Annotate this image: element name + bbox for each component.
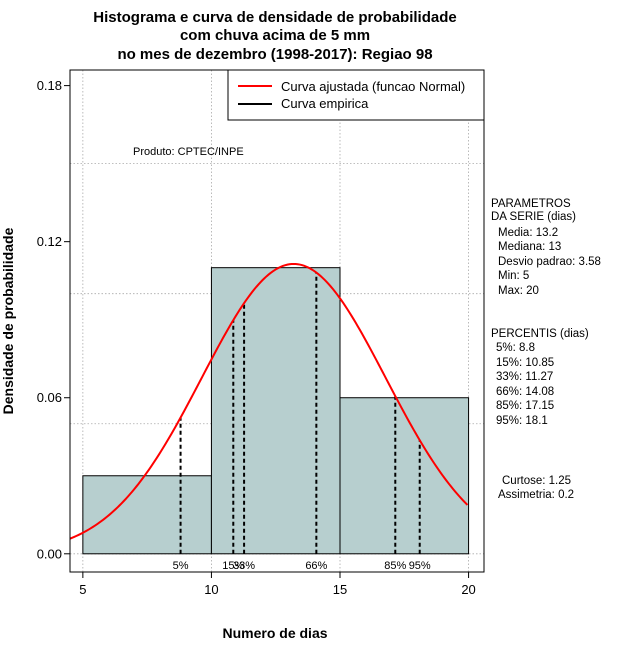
y-axis-label: Densidade de probabilidade (0, 227, 16, 414)
stat-assimetria: Assimetria: 0.2 (498, 489, 574, 501)
normal-curve-line (70, 262, 469, 540)
parametros-panel: PARAMETROS DA SERIE (dias) Media: 13.2 M… (491, 198, 601, 297)
parametros-header-1: PARAMETROS (491, 198, 571, 210)
percentile-marker-label-95: 95% (409, 560, 431, 572)
percentile-marker-label-66: 66% (305, 560, 327, 572)
histogram-bars (82, 267, 470, 555)
parametros-max: Max: 20 (498, 285, 539, 297)
percentile-marker-label-33: 33% (233, 560, 255, 572)
y-tick-label-1: 0.06 (37, 390, 62, 405)
parametros-header-2: DA SERIE (dias) (491, 211, 576, 223)
x-axis-label: Numero de dias (222, 625, 327, 641)
histogram-bar-2 (210, 267, 341, 555)
percentis-85: 85%: 17.15 (496, 400, 554, 412)
legend-box (227, 69, 485, 121)
x-tick-label-5: 5 (79, 582, 86, 597)
chart-title-line-2: com chuva acima de 5 mm (180, 27, 370, 44)
stat-curtose: Curtose: 1.25 (502, 475, 571, 487)
percentis-header: PERCENTIS (dias) (491, 328, 589, 340)
percentile-markers: 5% 15%33% 66% 85% 95% (173, 272, 431, 572)
product-label: Produto: CPTEC/INPE (133, 146, 244, 158)
percentile-marker-label-5: 5% (173, 560, 189, 572)
percentis-panel: PERCENTIS (dias) 5%: 8.8 15%: 10.85 33%:… (491, 328, 589, 427)
x-tick-label-15: 15 (333, 582, 347, 597)
x-tick-label-20: 20 (461, 582, 475, 597)
normal-curve (70, 262, 469, 540)
parametros-media: Media: 13.2 (498, 227, 558, 239)
legend-label-fitted: Curva ajustada (funcao Normal) (281, 79, 465, 94)
legend: Curva ajustada (funcao Normal) Curva emp… (227, 69, 485, 121)
percentis-15: 15%: 10.85 (496, 357, 554, 369)
percentile-marker-label-85: 85% (384, 560, 406, 572)
percentis-66: 66%: 14.08 (496, 386, 554, 398)
percentis-33: 33%: 11.27 (496, 371, 553, 383)
histogram-bar-3 (339, 397, 470, 555)
y-axis: 0.00 0.06 0.12 0.18 (37, 78, 70, 561)
y-tick-label-2: 0.12 (37, 234, 62, 249)
x-tick-label-10: 10 (204, 582, 218, 597)
y-tick-label-3: 0.18 (37, 78, 62, 93)
chart-title-line-1: Histograma e curva de densidade de proba… (93, 9, 456, 26)
parametros-min: Min: 5 (498, 270, 529, 282)
chart-title-line-3: no mes de dezembro (1998-2017): Regiao 9… (117, 46, 432, 63)
legend-label-empirical: Curva empirica (281, 96, 369, 111)
x-axis: 5 10 15 20 (79, 572, 476, 597)
percentis-5: 5%: 8.8 (496, 342, 535, 354)
percentis-95: 95%: 18.1 (496, 415, 548, 427)
parametros-desvio: Desvio padrao: 3.58 (498, 256, 601, 268)
stats-panel: Curtose: 1.25 Assimetria: 0.2 (498, 475, 574, 501)
histogram-bar-1 (82, 475, 212, 555)
y-tick-label-0: 0.00 (37, 546, 62, 561)
parametros-mediana: Mediana: 13 (498, 241, 561, 253)
percentile-marker-label-15: 15% (222, 560, 244, 572)
